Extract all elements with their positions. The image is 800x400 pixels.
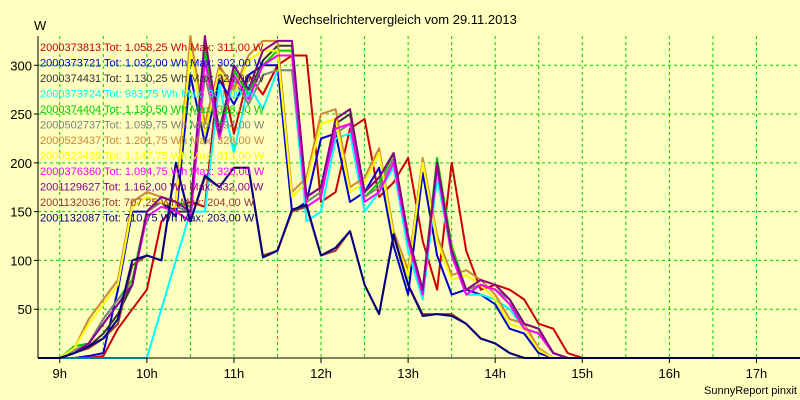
legend-entry-2000373813: 2000373813 Tot: 1.058,25 Wh Max: 311,00 … — [40, 42, 264, 54]
legend-entry-2000374431: 2000374431 Tot: 1.130,25 Wh Max: 324,00 … — [40, 73, 265, 85]
y-tick-label: 100 — [10, 253, 32, 268]
x-tick-label: 9h — [53, 366, 67, 381]
legend-entry-2000374404: 2000374404 Tot: 1.130,50 Wh Max: 318,00 … — [40, 104, 265, 116]
x-tick-label: 13h — [397, 366, 419, 381]
y-tick-layer: 50 100 150 200 250 300 — [10, 58, 38, 317]
y-tick-label: 150 — [10, 205, 32, 220]
x-tick-label: 10h — [136, 366, 158, 381]
credit-label: SunnyReport pinxit — [704, 385, 797, 397]
chart-title: Wechselrichtervergleich vom 29.11.2013 — [283, 12, 517, 27]
legend-entry-2000373721: 2000373721 Tot: 1.032,00 Wh Max: 302,00 … — [40, 58, 265, 70]
legend-entry-2001132036: 2001132036 Tot: 707,25 Wh Max: 204,00 W — [40, 197, 255, 209]
grid-layer — [38, 36, 800, 358]
y-tick-label: 50 — [18, 302, 32, 317]
y-tick-label: 200 — [10, 156, 32, 171]
y-axis-label: W — [34, 18, 47, 33]
x-tick-label: 14h — [484, 366, 506, 381]
x-tick-label: 17h — [746, 366, 768, 381]
legend-entry-2000373724: 2000373724 Tot: 983,75 Wh Max: 301,00 W — [40, 89, 256, 101]
x-tick-label: 16h — [659, 366, 681, 381]
y-tick-label: 300 — [10, 58, 32, 73]
legend-entry-2000523437: 2000523437 Tot: 1.201,75 Wh Max: 326,00 … — [40, 135, 265, 147]
legend-entry-2000502737: 2000502737 Tot: 1.099,75 Wh Max: 294,00 … — [40, 120, 265, 132]
legend: 2000373813 Tot: 1.058,25 Wh Max: 311,00 … — [40, 42, 265, 225]
x-tick-label: 15h — [571, 366, 593, 381]
legend-entry-2000376360: 2000376360 Tot: 1.094,75 Wh Max: 320,00 … — [40, 166, 265, 178]
x-tick-label: 11h — [224, 366, 245, 381]
y-tick-label: 250 — [10, 107, 32, 122]
x-tick-layer: 9h 10h 11h 12h 13h 14h 15h 16h 17h — [53, 358, 768, 381]
legend-entry-2000523439: 2000523439 Tot: 1.147,75 Wh Max: 313,00 … — [40, 151, 265, 163]
legend-entry-2001129627: 2001129627 Tot: 1.162,00 Wh Max: 332,00 … — [40, 182, 264, 194]
legend-entry-2001132087: 2001132087 Tot: 710,75 Wh Max: 203,00 W — [40, 213, 255, 225]
x-tick-label: 12h — [310, 366, 332, 381]
